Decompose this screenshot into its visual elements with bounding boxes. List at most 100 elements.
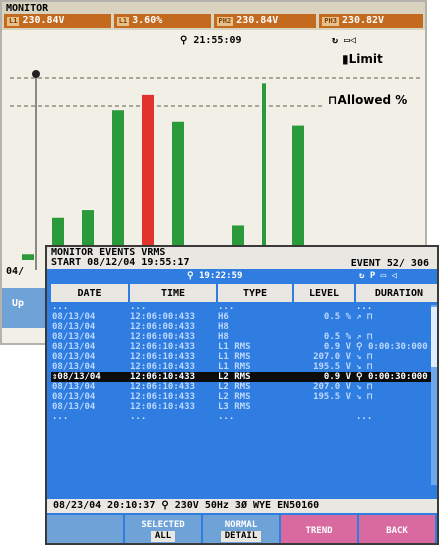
table-row[interactable]: 08/13/04 12:06:00:433 H8 0.5 % ↗ ⊓ (51, 332, 437, 342)
col-duration: DURATION (355, 284, 437, 302)
cell-time: 12:06:10:433 (130, 362, 196, 372)
table-row[interactable]: ............ (51, 412, 437, 422)
softkey-normal-label: NORMAL (224, 520, 258, 530)
cell-date: ... (52, 412, 69, 422)
cell-level: 207.0 V (313, 352, 351, 362)
cell-type: L3 RMS (218, 402, 251, 412)
softkey-back-label: BACK (386, 525, 408, 536)
cell-date: ⇕08/13/04 (51, 372, 129, 382)
softkey-selected-label: SELECTED (141, 520, 185, 530)
reading-1-tag: L1 (7, 16, 20, 26)
cell-duration: ↘ ⊓ (356, 362, 373, 372)
chart-bar (172, 121, 184, 260)
softkey-f1[interactable] (47, 515, 125, 543)
chart-bar (142, 94, 154, 260)
cell-time: 12:06:10:433 (130, 392, 196, 402)
events-table-header: DATE TIME TYPE LEVEL DURATION (51, 284, 437, 302)
cell-time: 12:06:00:433 (130, 322, 196, 332)
cell-time: 12:06:10:433 (130, 342, 196, 352)
reading-3-tag: PH2 (216, 16, 234, 26)
cell-duration: ↘ ⊓ (356, 352, 373, 362)
cell-level: 0.5 % (323, 332, 351, 342)
monitor-date-stub: 04/ (6, 266, 25, 277)
monitor-status-line: ⚲ 21:55:09 ↻ ▭◁ (2, 35, 425, 49)
reading-1-value: 230.84V (22, 15, 65, 26)
cell-type: L2 RMS (218, 392, 251, 402)
cell-date: 08/13/04 (52, 382, 96, 392)
cell-type: L2 RMS (217, 372, 293, 382)
cell-duration: ↘ ⊓ (356, 382, 373, 392)
cell-duration: ⚲ 0:00:30:000 (355, 372, 437, 382)
cell-time: 12:06:10:433 (130, 352, 196, 362)
cell-duration: ... (356, 412, 373, 422)
reading-4-value: 230.82V (341, 15, 385, 26)
softkey-normal-detail[interactable]: NORMAL DETAIL (203, 515, 281, 543)
chart-bar (262, 83, 266, 260)
table-row[interactable]: 08/13/04 12:06:10:433 L1 RMS 207.0 V ↘ ⊓ (51, 352, 437, 362)
softkey-trend[interactable]: TREND (281, 515, 359, 543)
events-status-line: ⚲ 19:22:59 ↻ P ▭ ◁ (47, 271, 437, 283)
legend-limit: ▮Limit (342, 52, 383, 66)
cell-time: ... (130, 412, 147, 422)
cell-type: L1 RMS (218, 352, 251, 362)
events-scrollbar[interactable] (431, 305, 437, 485)
cell-level (293, 322, 355, 332)
cell-level: 195.5 V (313, 392, 351, 402)
table-row[interactable]: ............ (51, 302, 437, 312)
cell-type: ... (218, 412, 235, 422)
chart-bar (292, 125, 304, 260)
table-row[interactable]: 08/13/04 12:06:10:433 L2 RMS 207.0 V ↘ ⊓ (51, 382, 437, 392)
cell-date: ... (52, 302, 69, 312)
events-start: START 08/12/04 19:55:17 (51, 257, 190, 268)
monitor-softkey-up[interactable]: Up (12, 298, 25, 309)
reading-2-tag: L1 (116, 16, 130, 26)
table-row[interactable]: 08/13/04 12:06:10:433 L1 RMS 0.9 V ⚲ 0:00:30… (51, 342, 437, 352)
chart-bar (112, 110, 124, 261)
legend-allowed: ⊓Allowed % (328, 93, 408, 107)
table-row[interactable]: 08/13/04 12:06:10:433 L3 RMS (51, 402, 437, 412)
cell-date: 08/13/04 (52, 392, 96, 402)
monitor-readings: L1 230.84V L1 3.60% PH2 230.84V PH3 230.82V (4, 14, 424, 28)
col-time: TIME (129, 284, 218, 302)
cell-level: 207.0 V (313, 382, 351, 392)
cell-level: 0.5 % (323, 312, 351, 322)
cell-level: 0.9 V (323, 342, 351, 352)
cell-time: ... (130, 302, 147, 312)
cell-duration: ↗ ⊓ (356, 312, 373, 322)
table-row-selected[interactable]: ⇕08/13/04 12:06:10:433 L2 RMS 0.9 V ⚲ 0:00:3… (51, 372, 437, 382)
cell-date: 08/13/04 (52, 332, 96, 342)
cell-level (293, 302, 355, 312)
cell-duration: ↘ ⊓ (356, 392, 373, 402)
events-table: DATE TIME TYPE LEVEL DURATION ..........… (51, 284, 437, 422)
softkey-all-label: ALL (150, 531, 176, 542)
cell-duration (355, 402, 437, 412)
table-row[interactable]: 08/13/04 12:06:10:433 L2 RMS 195.5 V ↘ ⊓ (51, 392, 437, 402)
softkey-trend-label: TREND (305, 525, 333, 536)
table-row[interactable]: 08/13/04 12:06:10:433 L1 RMS 195.5 V ↘ ⊓ (51, 362, 437, 372)
cell-time: 12:06:10:433 (130, 382, 196, 392)
cell-type: H8 (218, 332, 229, 342)
table-row[interactable]: 08/13/04 12:06:00:433 H6 0.5 % ↗ ⊓ (51, 312, 437, 322)
cell-level: 0.9 V (293, 372, 355, 382)
cell-type: ... (218, 302, 235, 312)
table-row[interactable]: 08/13/04 12:06:00:433 H8 (51, 322, 437, 332)
cell-date: 08/13/04 (52, 352, 96, 362)
events-scroll-thumb[interactable] (431, 307, 437, 367)
softkey-back[interactable]: BACK (359, 515, 437, 543)
reading-2-value: 3.60% (132, 15, 163, 26)
cell-time: 12:06:00:433 (130, 312, 196, 322)
chart-bar (22, 254, 34, 260)
events-status-icons: ↻ P ▭ ◁ (359, 271, 397, 281)
events-bottom-status: 08/23/04 20:10:37 ⚲ 230V 50Hz 3Ø WYE EN5… (47, 499, 437, 513)
cell-level (293, 402, 355, 412)
col-date: DATE (51, 284, 130, 302)
cell-level: 195.5 V (313, 362, 351, 372)
softkey-selected-all[interactable]: SELECTED ALL (125, 515, 203, 543)
event-counter: EVENT 52/ 306 (350, 258, 429, 269)
cell-date: 08/13/04 (52, 322, 96, 332)
monitor-status-icons: ↻ ▭◁ (332, 35, 357, 46)
events-clock: ⚲ 19:22:59 (187, 271, 243, 281)
cell-time: 12:06:00:433 (130, 332, 196, 342)
cell-date: 08/13/04 (52, 402, 96, 412)
cell-type: H8 (218, 322, 229, 332)
